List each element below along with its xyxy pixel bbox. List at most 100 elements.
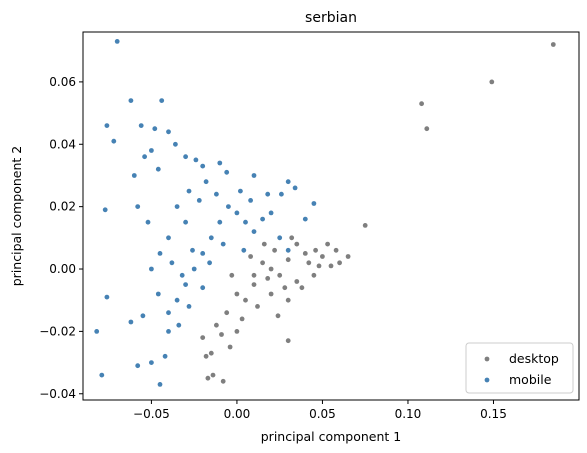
- point-desktop-20: [269, 292, 274, 297]
- x-tick-label-0: −0.05: [133, 407, 170, 421]
- x-tick-label-1: 0.00: [224, 407, 251, 421]
- point-desktop-9: [317, 264, 322, 269]
- point-mobile-26: [135, 363, 140, 368]
- y-tick-label-4: 0.04: [49, 137, 76, 151]
- point-desktop-42: [300, 285, 305, 290]
- point-mobile-69: [200, 285, 205, 290]
- point-mobile-21: [293, 186, 298, 191]
- point-mobile-52: [187, 189, 192, 194]
- point-desktop-10: [325, 242, 330, 247]
- point-mobile-37: [209, 235, 214, 240]
- point-mobile-58: [265, 192, 270, 197]
- point-desktop-2: [419, 101, 424, 106]
- x-tick-label-2: 0.05: [309, 407, 336, 421]
- point-mobile-36: [200, 251, 205, 256]
- point-desktop-45: [235, 329, 240, 334]
- point-desktop-0: [551, 42, 556, 47]
- point-mobile-65: [156, 292, 161, 297]
- point-mobile-50: [158, 251, 163, 256]
- point-mobile-46: [286, 248, 291, 253]
- x-tick-label-4: 0.15: [480, 407, 507, 421]
- point-desktop-44: [262, 242, 267, 247]
- point-mobile-39: [226, 204, 231, 209]
- point-mobile-22: [103, 207, 108, 212]
- point-desktop-14: [289, 235, 294, 240]
- point-mobile-42: [252, 229, 257, 234]
- point-desktop-26: [243, 298, 248, 303]
- point-desktop-50: [313, 248, 318, 253]
- point-desktop-28: [235, 292, 240, 297]
- point-mobile-40: [235, 211, 240, 216]
- point-mobile-64: [241, 248, 246, 253]
- y-tick-label-5: 0.06: [49, 75, 76, 89]
- point-mobile-55: [214, 192, 219, 197]
- point-mobile-43: [260, 217, 265, 222]
- point-mobile-61: [190, 248, 195, 253]
- chart-title: serbian: [305, 10, 357, 26]
- point-desktop-13: [294, 279, 299, 284]
- point-desktop-36: [206, 376, 211, 381]
- point-mobile-23: [105, 295, 110, 300]
- point-mobile-3: [105, 123, 110, 128]
- point-desktop-47: [252, 273, 257, 278]
- point-desktop-17: [282, 285, 287, 290]
- point-mobile-73: [146, 220, 151, 225]
- point-desktop-5: [346, 254, 351, 259]
- point-mobile-7: [166, 129, 171, 134]
- point-mobile-29: [158, 382, 163, 387]
- point-mobile-47: [183, 220, 188, 225]
- point-mobile-0: [115, 39, 120, 44]
- y-axis-label: principal component 2: [9, 146, 24, 287]
- point-mobile-70: [303, 217, 308, 222]
- legend-label-desktop: desktop: [509, 351, 559, 366]
- point-mobile-41: [243, 220, 248, 225]
- point-desktop-33: [209, 351, 214, 356]
- legend: desktop mobile: [466, 343, 573, 393]
- point-mobile-1: [129, 98, 134, 103]
- point-desktop-3: [424, 126, 429, 131]
- point-mobile-35: [192, 267, 197, 272]
- point-desktop-8: [320, 254, 325, 259]
- legend-label-mobile: mobile: [509, 372, 552, 387]
- legend-marker-mobile: [485, 378, 490, 383]
- point-desktop-46: [228, 345, 233, 350]
- point-desktop-15: [286, 298, 291, 303]
- point-desktop-43: [276, 313, 281, 318]
- point-mobile-16: [217, 161, 222, 166]
- point-mobile-63: [221, 242, 226, 247]
- point-desktop-7: [329, 264, 334, 269]
- point-mobile-12: [132, 173, 137, 178]
- point-desktop-12: [303, 251, 308, 256]
- point-mobile-10: [156, 167, 161, 172]
- point-mobile-38: [217, 220, 222, 225]
- point-desktop-21: [265, 276, 270, 281]
- point-desktop-34: [204, 354, 209, 359]
- point-mobile-27: [149, 360, 154, 365]
- point-mobile-49: [166, 235, 171, 240]
- point-mobile-18: [252, 173, 257, 178]
- legend-marker-desktop: [485, 357, 490, 362]
- point-desktop-23: [255, 304, 260, 309]
- point-desktop-39: [286, 338, 291, 343]
- y-tick-label-2: 0.00: [49, 262, 76, 276]
- point-desktop-18: [277, 273, 282, 278]
- point-mobile-57: [248, 198, 253, 203]
- point-mobile-2: [159, 98, 164, 103]
- point-mobile-45: [277, 235, 282, 240]
- point-desktop-4: [363, 223, 368, 228]
- point-desktop-49: [337, 260, 342, 265]
- point-mobile-71: [312, 201, 317, 206]
- point-mobile-28: [163, 354, 168, 359]
- point-mobile-4: [111, 139, 116, 144]
- point-desktop-6: [334, 248, 339, 253]
- point-desktop-16: [286, 257, 291, 262]
- point-mobile-15: [200, 164, 205, 169]
- point-mobile-5: [139, 123, 144, 128]
- point-desktop-30: [224, 310, 229, 315]
- point-desktop-27: [240, 317, 245, 322]
- point-mobile-33: [175, 298, 180, 303]
- y-tick-label-0: −0.04: [39, 387, 76, 401]
- point-mobile-48: [175, 204, 180, 209]
- point-mobile-34: [183, 282, 188, 287]
